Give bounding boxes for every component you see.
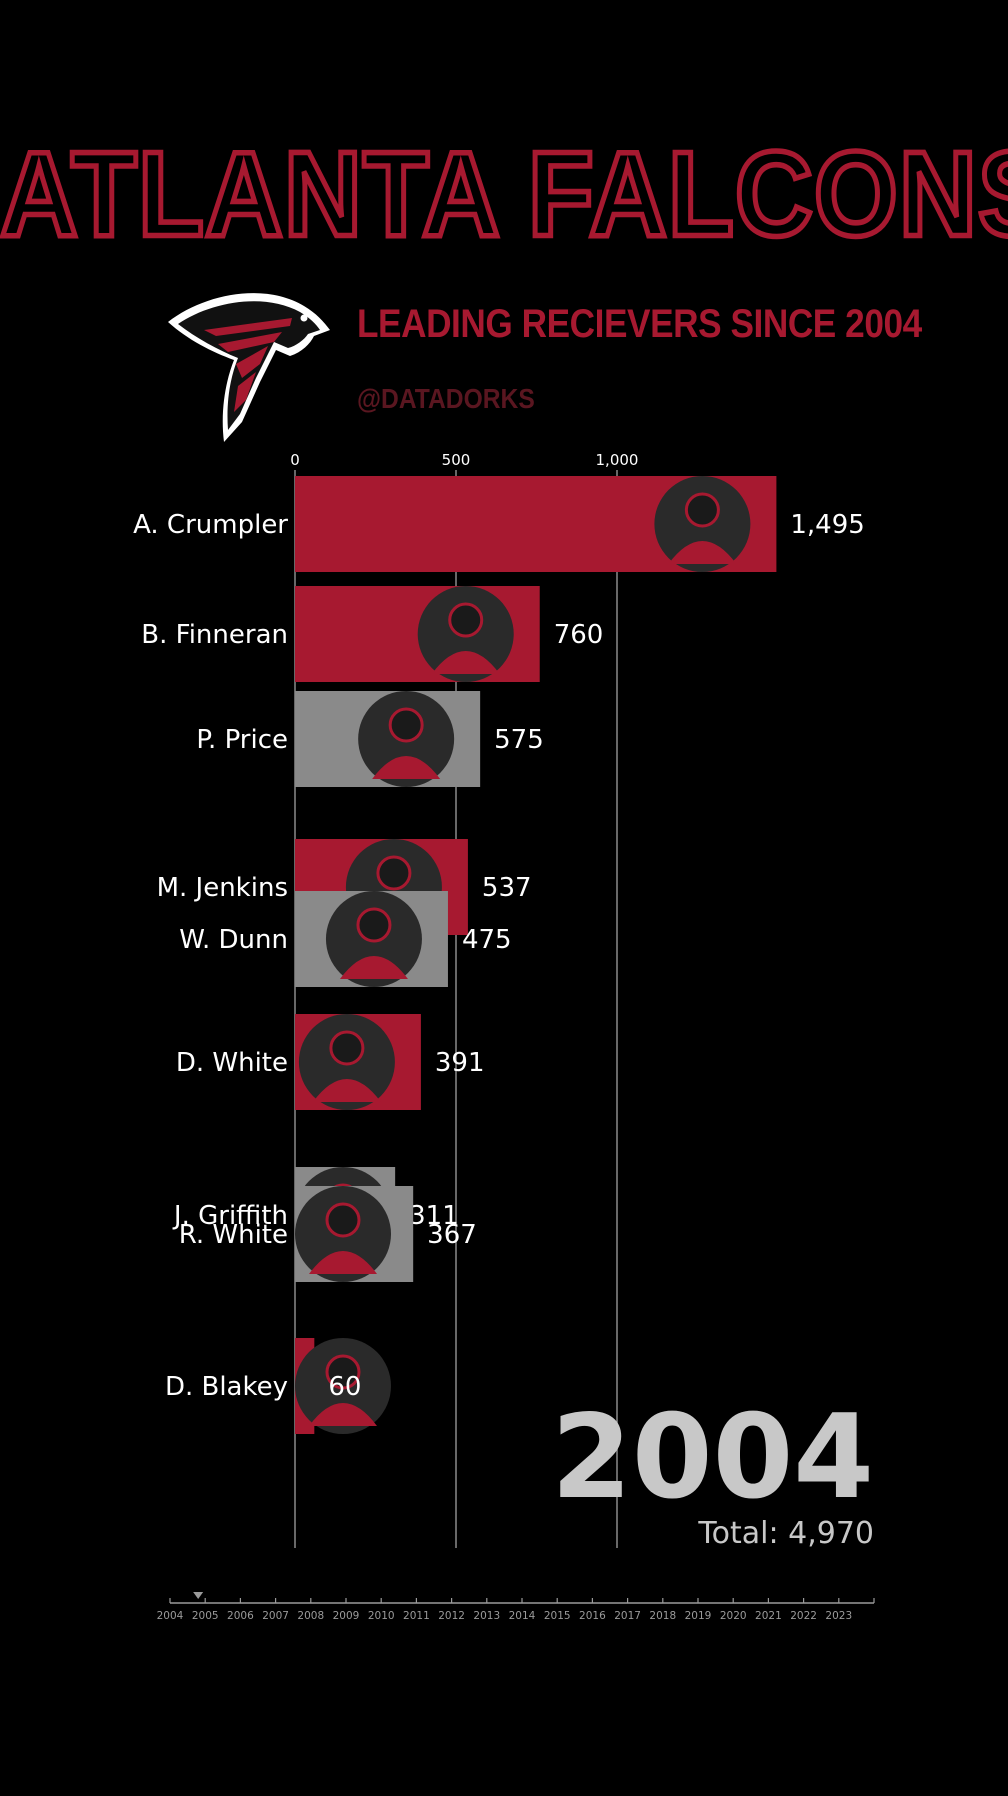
timeline-year-label: 2016 — [579, 1610, 606, 1622]
value-label: 575 — [494, 725, 544, 755]
timeline-year-label: 2019 — [685, 1610, 712, 1622]
timeline-year-label: 2009 — [333, 1610, 360, 1622]
value-label: 367 — [427, 1220, 477, 1250]
category-label: J. Griffith — [172, 1201, 288, 1231]
category-label: M. Jenkins — [157, 873, 288, 903]
bar-group: D. White 391 — [176, 1014, 485, 1110]
timeline-year-label: 2010 — [368, 1610, 395, 1622]
timeline-year-label: 2012 — [438, 1610, 465, 1622]
value-label: 475 — [462, 925, 512, 955]
timeline-axis: 2004 2005 2006 2007 2008 2009 2010 2011 2012 2013… — [157, 1592, 875, 1622]
total-label: Total: 4,970 — [698, 1516, 874, 1551]
x-tick-label: 500 — [442, 451, 471, 469]
player-photo-icon — [325, 891, 422, 987]
bars: A. Crumpler 1,495 B. Finneran 760 P. Price 57… — [133, 476, 865, 1434]
timeline-year-label: 2021 — [755, 1610, 782, 1622]
timeline-year-label: 2006 — [227, 1610, 254, 1622]
bar-group: P. Price 575 — [196, 691, 544, 787]
timeline-year-label: 2022 — [790, 1610, 817, 1622]
player-photo-icon — [298, 1014, 395, 1110]
timeline-year-label: 2007 — [262, 1610, 289, 1622]
category-label: D. White — [176, 1048, 288, 1078]
timeline-year-label: 2018 — [649, 1610, 676, 1622]
chart-title: ATLANTA FALCONS — [0, 125, 1008, 262]
value-label: 311 — [409, 1201, 459, 1231]
value-label: 760 — [554, 620, 604, 650]
timeline-year-label: 2013 — [473, 1610, 500, 1622]
timeline-year-label: 2015 — [544, 1610, 571, 1622]
player-photo-icon — [295, 1338, 391, 1434]
bar-group: R. White 367 — [179, 1186, 477, 1282]
value-label: 60 — [328, 1372, 361, 1402]
value-label: 1,495 — [790, 510, 864, 540]
bar-group: W. Dunn 475 — [179, 891, 512, 987]
timeline-year-label: 2005 — [192, 1610, 219, 1622]
timeline-year-label: 2023 — [825, 1610, 852, 1622]
player-photo-icon — [358, 691, 455, 787]
category-label: B. Finneran — [141, 620, 288, 650]
value-label: 391 — [435, 1048, 485, 1078]
falcons-logo-icon — [168, 293, 330, 442]
category-label: A. Crumpler — [133, 510, 288, 540]
timeline-year-label: 2011 — [403, 1610, 430, 1622]
timeline-year-label: 2014 — [509, 1610, 536, 1622]
bar-group: B. Finneran 760 — [141, 586, 603, 682]
timeline-marker-icon[interactable] — [193, 1592, 204, 1599]
x-tick-label: 0 — [290, 451, 300, 469]
chart-subtitle: LEADING RECIEVERS SINCE 2004 — [357, 302, 922, 346]
category-label: R. White — [179, 1220, 288, 1250]
player-photo-icon — [417, 586, 514, 682]
timeline-year-label: 2020 — [720, 1610, 747, 1622]
category-label: P. Price — [196, 725, 288, 755]
timeline-year-label: 2004 — [157, 1610, 184, 1622]
bar-group: D. Blakey 60 — [165, 1338, 391, 1434]
value-label: 537 — [482, 873, 532, 903]
category-label: D. Blakey — [165, 1372, 288, 1402]
player-photo-icon — [654, 476, 751, 572]
timeline-year-label: 2017 — [614, 1610, 641, 1622]
author-handle: @DATADORKS — [357, 383, 535, 414]
bar-group: A. Crumpler 1,495 — [133, 476, 865, 572]
player-photo-icon — [295, 1186, 391, 1282]
x-tick-label: 1,000 — [596, 451, 639, 469]
x-axis-ticks: 0 500 1,000 — [290, 451, 638, 469]
timeline-year-label: 2008 — [297, 1610, 324, 1622]
current-year: 2004 — [551, 1390, 874, 1525]
category-label: W. Dunn — [179, 925, 288, 955]
